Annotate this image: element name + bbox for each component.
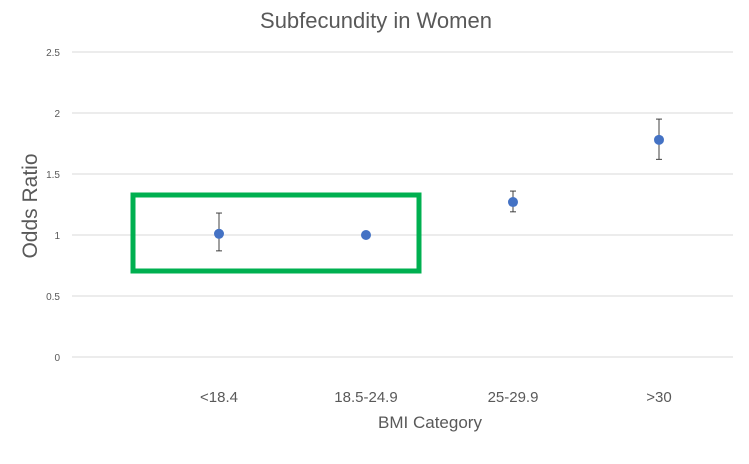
x-tick-label: 25-29.9 [488, 389, 539, 406]
y-tick-label: 0.5 [46, 292, 60, 303]
data-points [214, 134, 664, 240]
chart-title: Subfecundity in Women [260, 8, 492, 33]
x-axis-title: BMI Category [378, 413, 482, 432]
data-point [654, 134, 664, 145]
gridlines [72, 51, 733, 358]
error-bars [216, 118, 662, 252]
x-tick-label: >30 [646, 389, 671, 406]
data-point [361, 230, 371, 240]
y-tick-label: 1.5 [46, 170, 60, 181]
x-tick-label: <18.4 [200, 389, 238, 406]
y-tick-label: 2.5 [46, 48, 60, 59]
y-tick-label: 0 [54, 353, 60, 364]
data-point [214, 228, 224, 239]
highlight-box [130, 192, 422, 274]
data-point [508, 197, 518, 208]
highlight-box-group [130, 192, 422, 274]
x-tick-label: 18.5-24.9 [334, 389, 397, 406]
y-tick-labels: 0 0.5 1 1.5 2 2.5 [46, 48, 60, 364]
y-tick-label: 2 [54, 109, 60, 120]
y-axis-title: Odds Ratio [19, 153, 42, 258]
y-tick-label: 1 [54, 231, 60, 242]
x-tick-labels: <18.4 18.5-24.9 25-29.9 >30 [200, 389, 672, 406]
